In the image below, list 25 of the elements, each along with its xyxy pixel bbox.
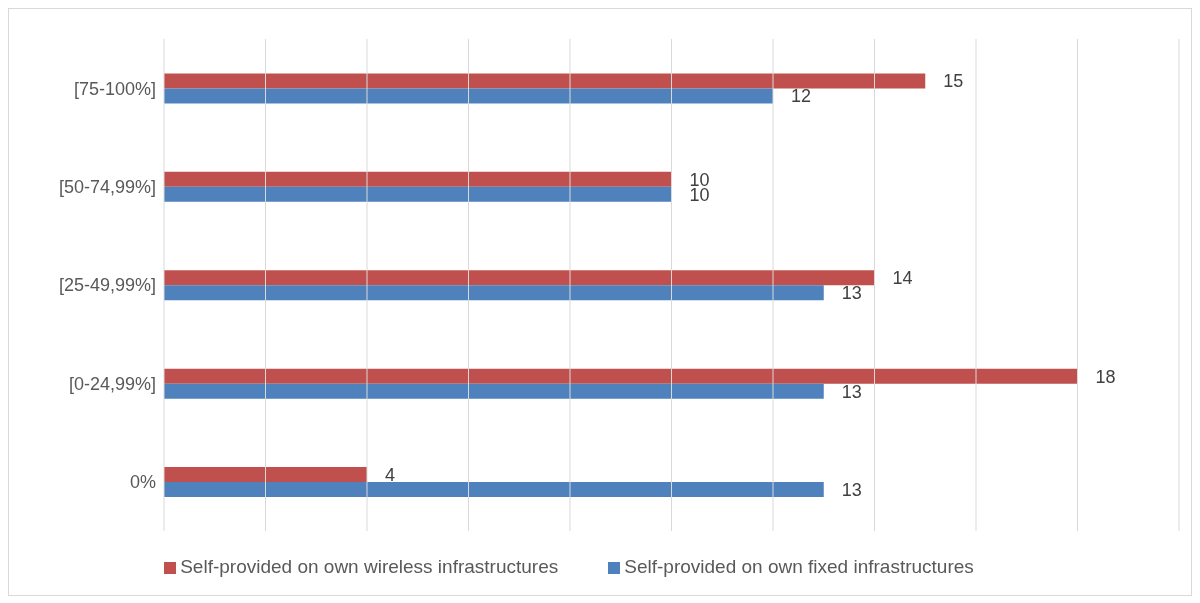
bar bbox=[164, 88, 773, 104]
bar bbox=[164, 368, 1078, 384]
bar bbox=[164, 285, 824, 301]
bar bbox=[164, 482, 824, 498]
bar bbox=[164, 73, 926, 89]
data-label: 13 bbox=[841, 381, 862, 402]
legend-label: Self-provided on own fixed infrastructures bbox=[624, 556, 974, 577]
y-tick-label: [0-24,99%] bbox=[68, 373, 156, 394]
bar bbox=[164, 171, 672, 187]
bar bbox=[164, 186, 672, 202]
data-label: 13 bbox=[841, 479, 862, 500]
bar bbox=[164, 467, 367, 483]
y-tick-label: 0% bbox=[129, 472, 156, 493]
data-label: 18 bbox=[1095, 366, 1116, 387]
legend-label: Self-provided on own wireless infrastructures bbox=[180, 556, 559, 577]
bar bbox=[164, 383, 824, 399]
y-tick-label: [50-74,99%] bbox=[58, 176, 156, 197]
data-label: 4 bbox=[385, 464, 396, 485]
bar bbox=[164, 270, 875, 286]
data-label: 14 bbox=[892, 268, 913, 289]
data-label: 12 bbox=[791, 86, 812, 107]
y-tick-label: [25-49,99%] bbox=[58, 275, 156, 296]
data-label: 15 bbox=[943, 71, 964, 92]
data-label: 13 bbox=[841, 283, 862, 304]
y-tick-label: [75-100%] bbox=[73, 78, 156, 99]
